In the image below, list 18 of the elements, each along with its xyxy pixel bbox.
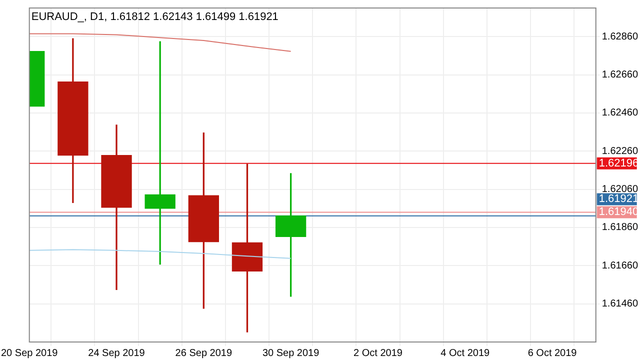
x-tick-label: 6 Oct 2019 <box>528 348 578 359</box>
y-tick-label: 1.61660 <box>602 260 638 272</box>
x-tick-label: 30 Sep 2019 <box>262 348 320 359</box>
x-tick-label: 4 Oct 2019 <box>440 348 490 359</box>
y-tick-label: 1.62660 <box>602 70 638 81</box>
ref-line-label: 1.61921 <box>598 193 639 206</box>
y-tick-label: 1.61460 <box>602 298 638 310</box>
ref-line-label: 1.62196 <box>598 157 639 170</box>
y-tick-label: 1.62060 <box>602 184 638 196</box>
y-tick-label: 1.62460 <box>602 108 638 119</box>
y-tick-label: 1.62860 <box>602 31 638 42</box>
x-tick-label: 20 Sep 2019 <box>1 348 58 359</box>
x-tick-label: 2 Oct 2019 <box>354 348 403 359</box>
x-tick-label: 26 Sep 2019 <box>175 348 232 359</box>
x-tick-label: 24 Sep 2019 <box>88 348 146 359</box>
y-tick-label: 1.61860 <box>602 222 638 234</box>
chart-title: EURAUD_, D1, 1.61812 1.62143 1.61499 1.61921 <box>31 11 278 24</box>
y-tick-label: 1.62260 <box>602 146 638 157</box>
